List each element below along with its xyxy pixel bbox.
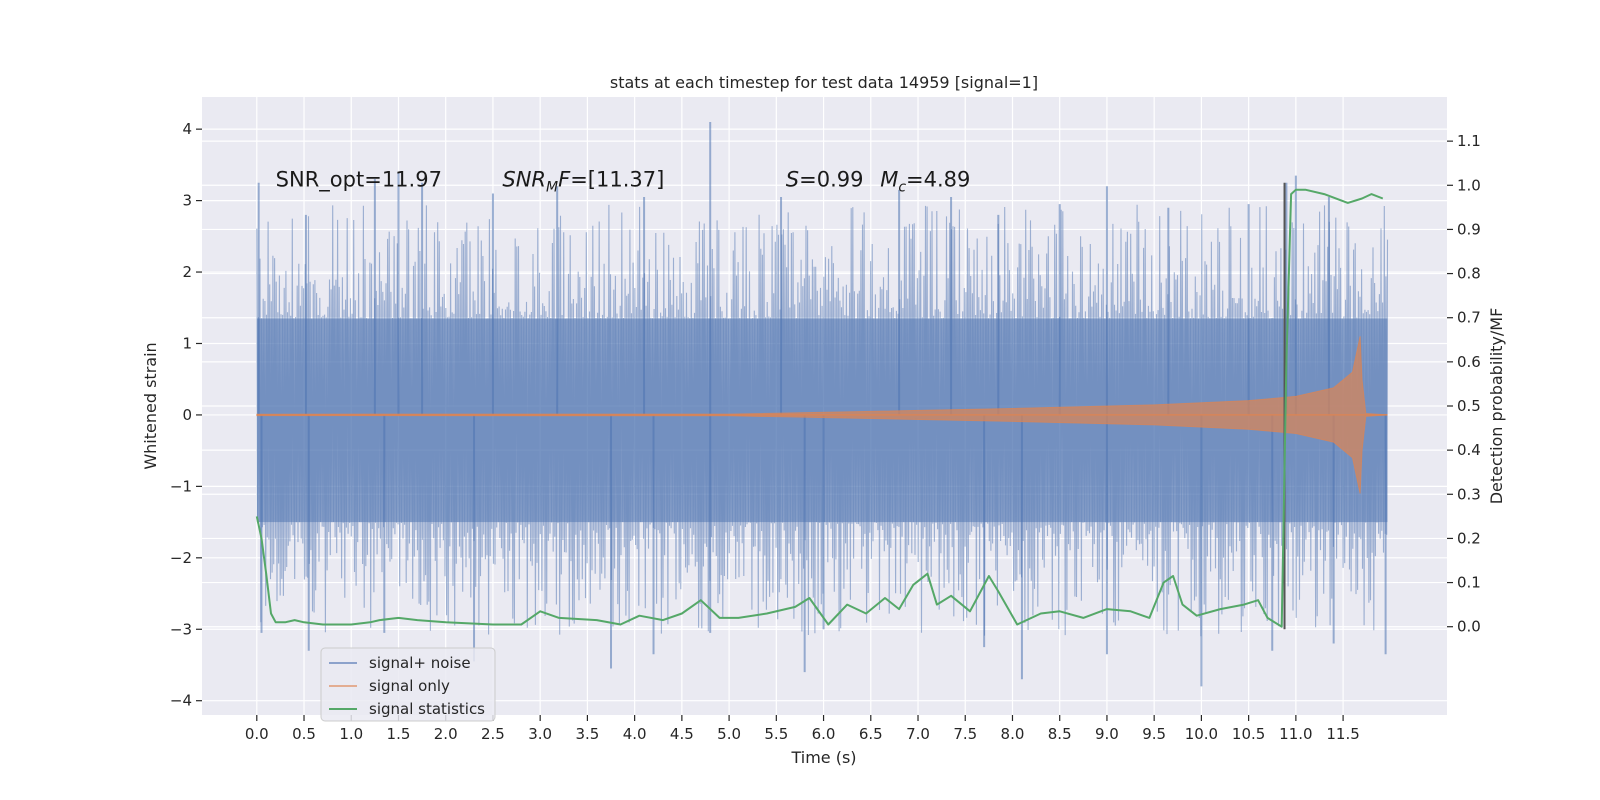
annotation-label: S: [786, 167, 799, 191]
y-tick-label: −1: [170, 477, 192, 495]
annotation-value: =4.89: [906, 167, 970, 191]
y-tick-label: 3: [182, 192, 192, 210]
signal-statistics-line: [255, 188, 1384, 628]
y2-tick-label: 0.2: [1457, 529, 1481, 547]
y-axis-label: Whitened strain: [141, 342, 160, 469]
y2-tick-label: 0.0: [1457, 618, 1481, 636]
y2-tick-label: 0.9: [1457, 220, 1481, 238]
x-tick-label: 0.5: [292, 725, 316, 743]
x-tick-label: 9.0: [1095, 725, 1119, 743]
x-tick-label: 9.5: [1142, 725, 1166, 743]
annotation-label-tail: F: [558, 167, 571, 191]
x-tick-label: 0.0: [245, 725, 269, 743]
signal-only-series: [256, 336, 1388, 494]
y2-tick-label: 0.8: [1457, 265, 1481, 283]
annotation-label: SNR: [502, 167, 546, 191]
annotation-snr-opt: SNR_opt=11.97: [276, 167, 442, 192]
x-tick-label: 2.0: [434, 725, 458, 743]
x-tick-label: 5.0: [717, 725, 741, 743]
x-tick-label: 11.0: [1279, 725, 1312, 743]
y-axis-right: 0.0 0.1 0.2 0.3 0.4 0.5 0.6 0.7 0.8 0.9 1.0 1.1: [1447, 132, 1481, 636]
x-tick-label: 4.5: [670, 725, 694, 743]
y2-axis-label: Detection probability/MF: [1487, 308, 1506, 505]
annotation-subscript: M: [546, 179, 558, 195]
y2-tick-label: 0.1: [1457, 574, 1481, 592]
y-axis-left: −4 −3 −2 −1 0 1 2 3 4: [170, 120, 202, 710]
x-tick-label: 1.0: [339, 725, 363, 743]
x-tick-label: 11.5: [1326, 725, 1359, 743]
x-axis-label: Time (s): [790, 748, 856, 767]
annotation-subscript: c: [898, 179, 906, 195]
y-tick-label: 2: [182, 263, 192, 281]
x-tick-label: 4.0: [623, 725, 647, 743]
y-tick-label: 0: [182, 406, 192, 424]
annotation-value: =[11.37]: [570, 167, 664, 191]
y2-tick-label: 0.6: [1457, 353, 1481, 371]
legend: signal+ noise signal only signal statistic…: [320, 647, 496, 722]
x-tick-label: 8.5: [1048, 725, 1072, 743]
y2-tick-label: 0.5: [1457, 397, 1481, 415]
x-tick-label: 3.0: [528, 725, 552, 743]
annotation-value: =11.97: [364, 167, 442, 191]
x-tick-label: 6.0: [812, 725, 836, 743]
annotation-label: SNR_opt: [276, 167, 365, 192]
legend-item-label: signal statistics: [369, 700, 485, 718]
annotation-mc-val: Mc=4.89: [880, 167, 970, 195]
annotation-label: M: [880, 167, 898, 191]
x-tick-label: 7.5: [953, 725, 977, 743]
legend-item-label: signal only: [369, 677, 450, 695]
x-tick-label: 10.5: [1232, 725, 1265, 743]
x-axis: 0.0 0.5 1.0 1.5 2.0 2.5 3.0 3.5 4.0 4.5 5.0 5.5 6.0 6…: [245, 715, 1360, 743]
signal-statistics-series: [255, 188, 1384, 628]
x-tick-label: 7.0: [906, 725, 930, 743]
y2-tick-label: 0.7: [1457, 309, 1481, 327]
y-tick-label: 1: [182, 334, 192, 352]
y2-tick-label: 1.0: [1457, 176, 1481, 194]
legend-item-label: signal+ noise: [369, 654, 471, 672]
annotation-s-val: S=0.99: [786, 167, 864, 191]
y2-tick-label: 1.1: [1457, 132, 1481, 150]
y-tick-label: 4: [182, 120, 192, 138]
y-tick-label: −4: [170, 692, 192, 710]
annotation-snr-mf: SNRMF=[11.37]: [502, 167, 664, 195]
annotation-value: =0.99: [799, 167, 863, 191]
x-tick-label: 8.0: [1001, 725, 1025, 743]
chart-title: stats at each timestep for test data 149…: [610, 73, 1038, 92]
x-tick-label: 10.0: [1185, 725, 1218, 743]
annotations: SNR_opt=11.97 SNRMF=[11.37] S=0.99 Mc=4.89: [276, 167, 971, 195]
y2-tick-label: 0.4: [1457, 441, 1481, 459]
x-tick-label: 5.5: [764, 725, 788, 743]
x-tick-label: 1.5: [387, 725, 411, 743]
noise-trace: [256, 204, 1389, 637]
x-tick-label: 6.5: [859, 725, 883, 743]
y-tick-label: −3: [170, 620, 192, 638]
legend-box: [320, 647, 496, 722]
y2-tick-label: 0.3: [1457, 485, 1481, 503]
x-tick-label: 3.5: [575, 725, 599, 743]
y-tick-label: −2: [170, 549, 192, 567]
x-tick-label: 2.5: [481, 725, 505, 743]
